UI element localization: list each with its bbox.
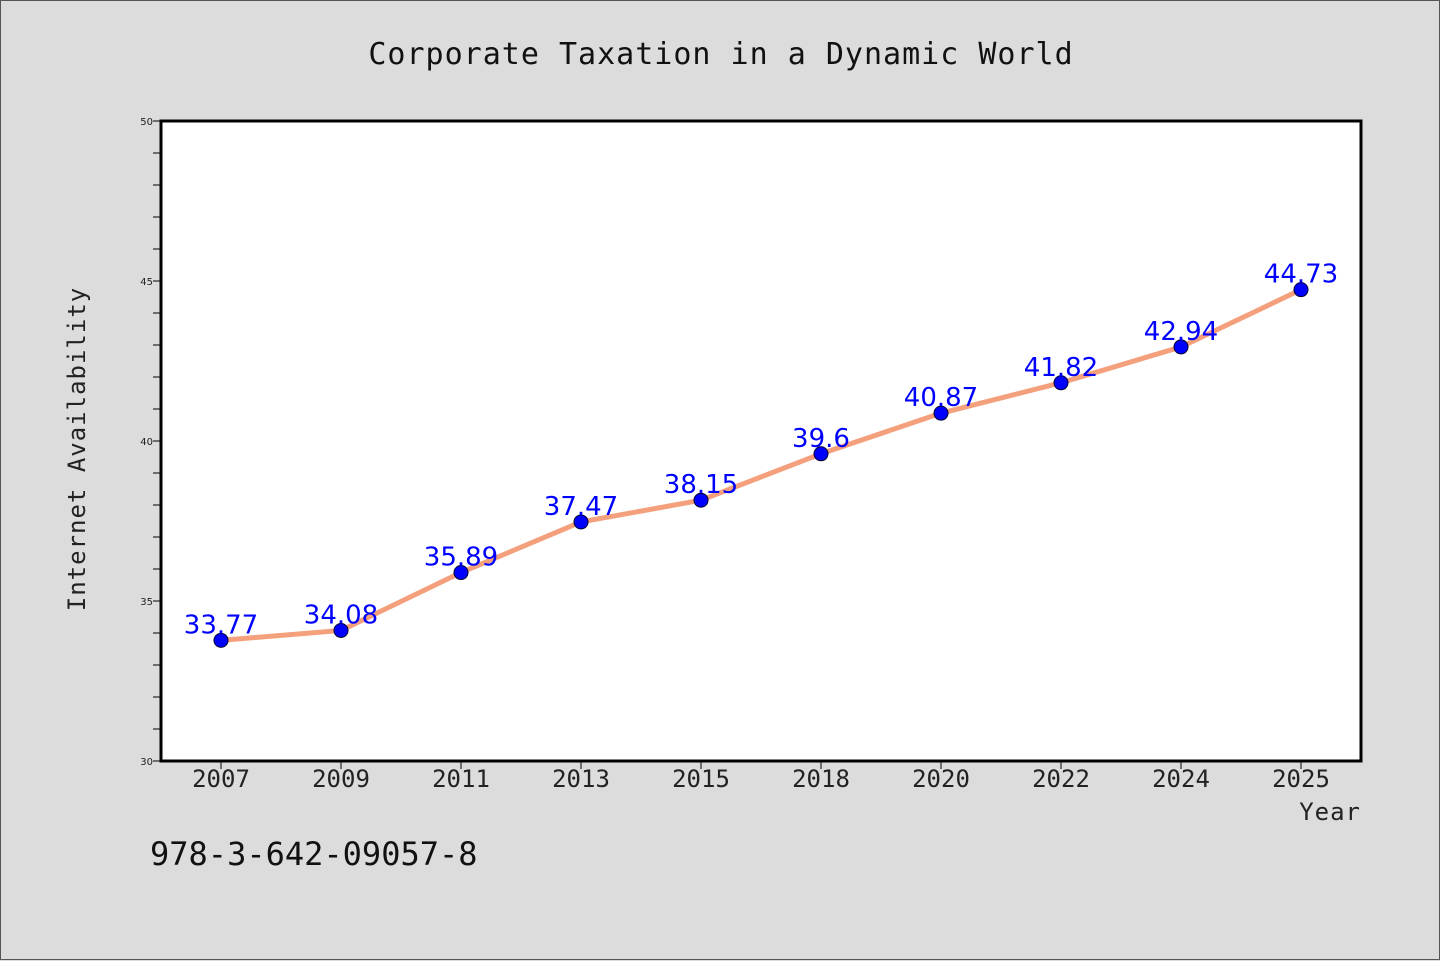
- data-point: [1173, 339, 1189, 355]
- data-label: 44.73: [1264, 260, 1338, 290]
- x-tick-label: 2024: [1152, 765, 1210, 793]
- y-axis: 30 35 40 45 50: [140, 117, 161, 768]
- data-point: [933, 405, 949, 421]
- data-label: 42.94: [1144, 317, 1218, 347]
- y-axis-label: Internet Availability: [63, 287, 91, 611]
- x-tick-label: 2022: [1032, 765, 1090, 793]
- x-tick-label: 2013: [552, 765, 610, 793]
- data-label: 33.77: [184, 610, 258, 640]
- data-label: 39.6: [792, 424, 850, 454]
- data-point: [813, 446, 829, 462]
- chart-title: Corporate Taxation in a Dynamic World: [368, 37, 1073, 72]
- data-label: 37.47: [544, 492, 618, 522]
- y-tick-label: 35: [140, 597, 153, 608]
- x-axis-label: Year: [1299, 798, 1361, 826]
- data-label: 41.82: [1024, 353, 1098, 383]
- y-tick-label: 30: [140, 757, 153, 768]
- series-line: [218, 287, 1304, 643]
- x-tick-label: 2015: [672, 765, 730, 793]
- data-point: [453, 565, 469, 581]
- data-label: 38.15: [664, 470, 738, 500]
- data-labels: 33.77 34.08 35.89 37.47 38.15 39.6 40.87 41.82 4…: [184, 260, 1338, 641]
- data-point: [213, 632, 229, 648]
- x-tick-label: 2025: [1272, 765, 1330, 793]
- data-label: 35.89: [424, 543, 498, 573]
- data-point: [333, 622, 349, 638]
- x-tick-label: 2009: [312, 765, 370, 793]
- plot-area: [161, 121, 1361, 761]
- x-axis: 2007 2009 2011 2013 2015 2018 2020 2022 2024 2025: [192, 761, 1330, 793]
- x-tick-label: 2007: [192, 765, 250, 793]
- isbn-footnote: 978-3-642-09057-8: [150, 835, 478, 873]
- data-label: 34.08: [304, 600, 378, 630]
- y-tick-label: 45: [140, 277, 153, 288]
- data-label: 40.87: [904, 383, 978, 413]
- y-tick-label: 50: [140, 117, 153, 128]
- y-tick-label: 40: [140, 437, 153, 448]
- x-tick-label: 2011: [432, 765, 490, 793]
- data-point: [693, 492, 709, 508]
- data-point: [1293, 282, 1309, 298]
- x-tick-label: 2020: [912, 765, 970, 793]
- data-point: [573, 514, 589, 530]
- data-point: [1053, 375, 1069, 391]
- plot-border: [159, 119, 1363, 763]
- x-tick-label: 2018: [792, 765, 850, 793]
- series-markers: [213, 282, 1309, 648]
